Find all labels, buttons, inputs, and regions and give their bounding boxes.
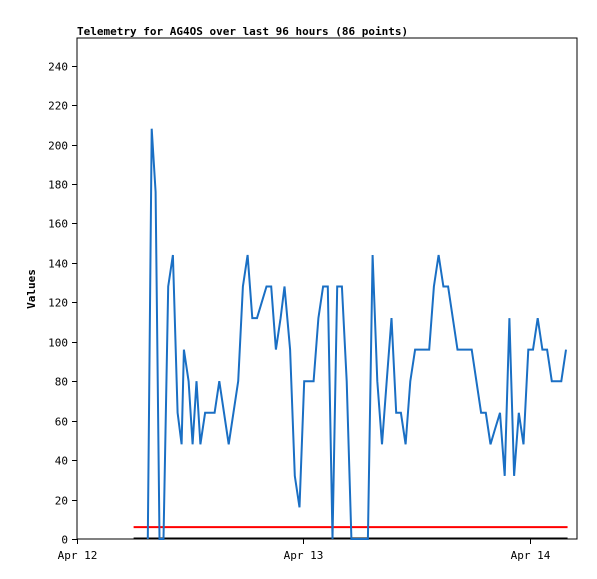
plot-lines xyxy=(133,128,568,540)
y-tick-label: 160 xyxy=(48,218,68,231)
y-tick-label: 200 xyxy=(48,140,68,153)
x-tick-label: Apr 13 xyxy=(284,549,324,562)
y-tick-label: 60 xyxy=(55,416,68,429)
y-tick-label: 100 xyxy=(48,337,68,350)
x-tick-label: Apr 14 xyxy=(511,549,551,562)
chart-title: Telemetry for AG4OS over last 96 hours (… xyxy=(77,25,408,38)
y-axis-label: Values xyxy=(25,269,38,309)
y-tick-label: 220 xyxy=(48,100,68,113)
y-tick-label: 40 xyxy=(55,455,68,468)
y-tick-label: 240 xyxy=(48,61,68,74)
y-tick-label: 20 xyxy=(55,495,68,508)
y-tick-label: 180 xyxy=(48,179,68,192)
y-tick-label: 120 xyxy=(48,297,68,310)
y-tick-label: 80 xyxy=(55,376,68,389)
y-tick-label: 0 xyxy=(61,534,68,547)
y-axis: 0 20 40 60 80 100 120 140 160 180 200 220 240 xyxy=(48,61,77,547)
x-tick-label: Apr 12 xyxy=(58,549,98,562)
x-axis: Apr 12 Apr 13 Apr 14 xyxy=(58,539,551,562)
y-tick-label: 140 xyxy=(48,258,68,271)
series-line xyxy=(146,128,567,540)
